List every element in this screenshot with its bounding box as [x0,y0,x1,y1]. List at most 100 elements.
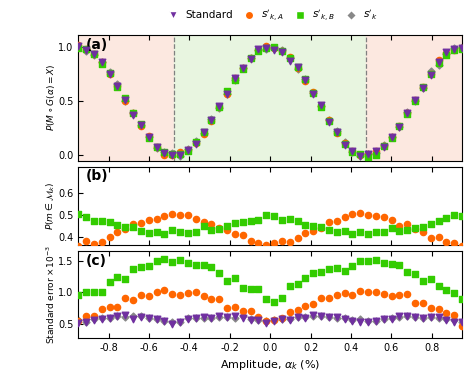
Point [419,315,427,321]
Point [82,288,90,295]
Bar [78,35,174,161]
Point [129,110,137,116]
Point [286,55,293,61]
Point [114,84,121,90]
Point [263,43,270,50]
Point [435,59,442,65]
Point [443,215,450,221]
Y-axis label: $P(m \in \mathcal{M}_k)$: $P(m \in \mathcal{M}_k)$ [44,182,56,230]
Point [403,111,411,117]
Point [341,140,348,146]
Point [129,316,137,322]
Point [98,289,106,295]
Point [168,321,176,327]
Point [145,217,153,223]
Point [176,152,184,158]
Point [255,317,262,323]
Point [114,83,121,89]
Point [216,314,223,320]
Point [82,238,90,244]
Point [278,295,286,301]
Point [137,292,145,298]
Point [74,320,82,326]
Point [74,318,82,324]
Point [98,59,106,65]
Point [247,238,255,244]
Point [153,316,160,322]
Point [427,71,435,77]
Point [411,314,419,321]
Point [239,66,246,72]
Point [223,91,231,97]
Point [200,130,207,136]
Point [208,221,215,227]
Point [231,75,239,81]
Point [129,112,137,118]
Point [341,315,348,321]
Point [106,71,113,77]
Point [443,49,450,55]
Point [129,313,137,319]
Point [294,66,301,72]
Point [247,55,255,61]
Point [333,265,341,271]
Point [388,293,395,299]
Point [168,150,176,156]
Point [396,314,403,320]
Point [388,225,395,232]
Point [82,47,90,53]
Point [411,225,419,231]
Point [278,49,286,55]
Point [239,232,246,238]
Point [419,85,427,91]
Point [419,85,427,91]
Point [380,316,388,322]
Point [106,69,113,75]
Point [310,90,317,96]
Point [208,314,215,321]
Point [403,220,411,227]
Point [427,68,435,74]
Bar [366,35,462,161]
Point [98,61,106,67]
Point [121,311,129,318]
Point [121,224,129,230]
Bar [174,35,366,161]
Point [223,314,231,320]
Point [435,234,442,240]
Point [90,241,98,247]
Point [396,122,403,129]
Point [380,143,388,149]
Point [388,134,395,141]
Point [176,228,184,235]
Point [161,318,168,324]
Point [200,262,207,268]
Point [365,212,372,218]
Point [192,216,200,222]
Point [317,103,325,109]
Point [294,281,301,287]
Point [380,214,388,220]
Point [388,134,395,140]
Point [121,98,129,104]
Point [341,316,348,322]
Point [310,301,317,307]
Point [325,117,333,123]
Point [145,314,153,321]
Point [223,88,231,94]
Point [301,78,309,84]
Point [153,316,160,323]
Point [349,149,356,155]
Point [82,214,90,220]
Point [388,315,395,321]
Point [301,275,309,281]
Point [192,229,200,235]
Point [270,317,278,323]
Legend: Standard, $s'_{k,A}$, $s'_{k,B}$, $s'_k$: Standard, $s'_{k,A}$, $s'_{k,B}$, $s'_k$ [158,3,382,27]
Point [286,58,293,64]
Point [216,296,223,302]
Point [325,266,333,272]
Point [372,152,380,158]
Point [365,258,372,264]
Point [137,228,145,234]
